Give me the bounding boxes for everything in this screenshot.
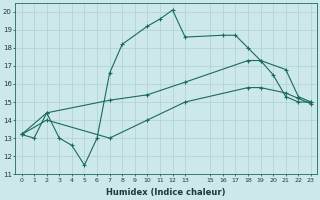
X-axis label: Humidex (Indice chaleur): Humidex (Indice chaleur) bbox=[107, 188, 226, 197]
